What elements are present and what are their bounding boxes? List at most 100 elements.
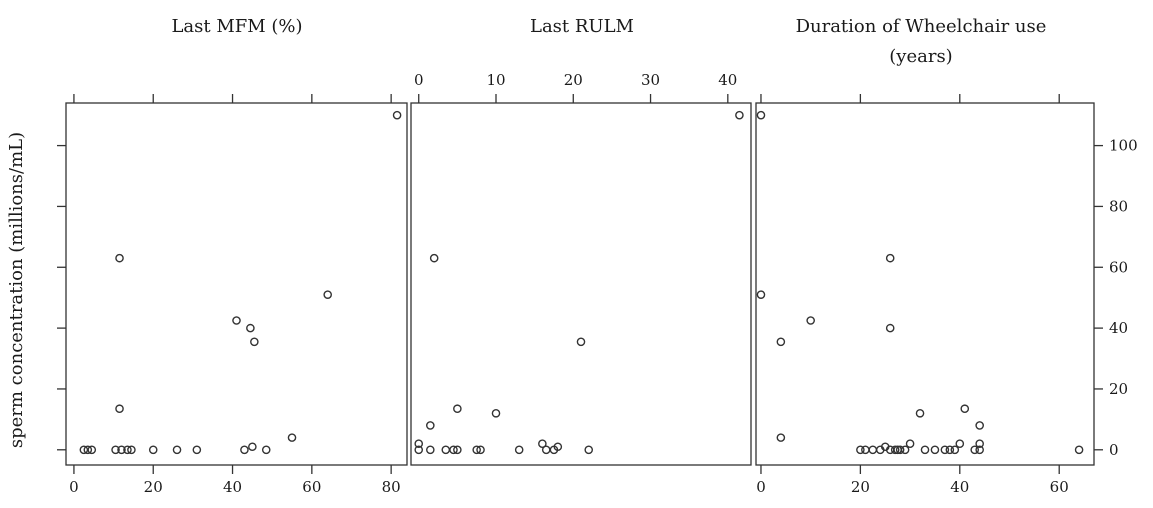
data-point: [553, 442, 563, 452]
point-group: [414, 110, 744, 455]
data-point: [735, 110, 744, 120]
data-point: [756, 110, 766, 120]
data-point: [441, 445, 451, 455]
data-point: [1074, 445, 1084, 455]
data-point: [514, 445, 524, 455]
data-point: [756, 290, 766, 299]
data-point: [856, 445, 865, 455]
data-point: [868, 445, 878, 455]
data-point: [172, 445, 182, 455]
data-point: [776, 337, 786, 347]
data-point: [538, 439, 547, 449]
data-point: [541, 445, 551, 455]
data-point: [414, 439, 424, 449]
panel-frame: [755, 102, 1095, 466]
data-point: [970, 445, 980, 455]
data-point: [392, 110, 402, 120]
panel-frame: [410, 102, 752, 466]
data-point: [148, 445, 158, 455]
data-point: [905, 439, 915, 449]
x-tick-label: 80: [382, 478, 401, 496]
data-point: [885, 323, 895, 333]
data-point: [79, 445, 89, 455]
data-point: [491, 408, 501, 418]
data-point: [192, 445, 202, 455]
data-point: [915, 408, 925, 418]
panel-title: Last MFM (%): [171, 16, 302, 37]
x-tick-label: 60: [302, 478, 321, 496]
data-point: [806, 316, 815, 325]
data-point: [127, 445, 136, 455]
data-point: [960, 404, 970, 414]
x-tick-label: 40: [718, 71, 737, 89]
panel-title: Duration of Wheelchair use: [796, 16, 1047, 37]
tick-group: 0 10 20 30 40: [414, 71, 737, 103]
panel-last-rulm: Last RULM 0 10 20 30 40: [410, 16, 752, 466]
data-point: [920, 445, 930, 455]
point-group: [756, 110, 1084, 455]
data-point: [900, 445, 910, 455]
x-tick-label: 60: [1050, 478, 1069, 496]
data-point: [232, 316, 241, 325]
y-tick-label: 80: [1109, 197, 1128, 215]
x-tick-label: 40: [950, 478, 969, 496]
data-point: [940, 445, 950, 455]
y-tick-label: 100: [1109, 137, 1138, 155]
x-tick-label: 20: [564, 71, 583, 89]
data-point: [123, 445, 132, 455]
x-tick-label: 0: [69, 478, 79, 496]
tick-group: 0 20 40 60 80: [69, 94, 401, 496]
data-point: [945, 445, 955, 455]
data-point: [890, 445, 900, 455]
data-point: [240, 445, 249, 455]
data-point: [955, 439, 965, 449]
data-point: [476, 445, 485, 455]
data-point: [117, 445, 126, 455]
data-point: [576, 337, 586, 347]
x-tick-label: 40: [223, 478, 242, 496]
x-tick-label: 0: [756, 478, 766, 496]
data-point: [975, 421, 984, 430]
tick-group: 0 20 40 60: [756, 94, 1069, 496]
data-point: [246, 323, 255, 333]
y-tick-label: 40: [1109, 319, 1128, 337]
data-point: [453, 404, 462, 414]
x-tick-label: 30: [641, 71, 660, 89]
data-point: [472, 445, 481, 455]
x-tick-label: 20: [851, 478, 870, 496]
data-point: [950, 445, 960, 455]
data-point: [885, 253, 895, 263]
panel-frame: [65, 102, 408, 466]
data-point: [449, 445, 458, 455]
data-point: [323, 290, 332, 299]
data-point: [776, 433, 786, 442]
panel-last-mfm: Last MFM (%) 0 20 40 60 80: [65, 16, 408, 496]
data-point: [426, 421, 435, 430]
data-point: [87, 445, 97, 455]
data-point: [453, 445, 462, 455]
data-point: [584, 445, 594, 455]
data-point: [975, 445, 984, 455]
data-point: [115, 253, 124, 263]
data-point: [287, 433, 297, 442]
data-point: [261, 445, 271, 455]
y-tick-label: 20: [1109, 380, 1128, 398]
data-point: [111, 445, 120, 455]
data-point: [975, 439, 984, 449]
data-point: [414, 445, 424, 455]
x-tick-label: 0: [414, 71, 424, 89]
panel-wheelchair-duration: Duration of Wheelchair use (years) 0 20 40…: [755, 16, 1095, 496]
data-point: [250, 337, 259, 347]
y-axis-label: sperm concentration (millions/mL): [6, 132, 27, 448]
data-point: [248, 442, 257, 452]
panel-title: Last RULM: [530, 16, 634, 37]
data-point: [429, 253, 439, 263]
data-point: [930, 445, 940, 455]
y-tick-label: 0: [1109, 441, 1119, 459]
data-point: [115, 404, 124, 414]
x-tick-label: 10: [486, 71, 505, 89]
y-axis-ticks: 0 20 40 60 80 100: [57, 137, 1138, 459]
y-tick-label: 60: [1109, 258, 1128, 276]
data-point: [83, 445, 93, 455]
